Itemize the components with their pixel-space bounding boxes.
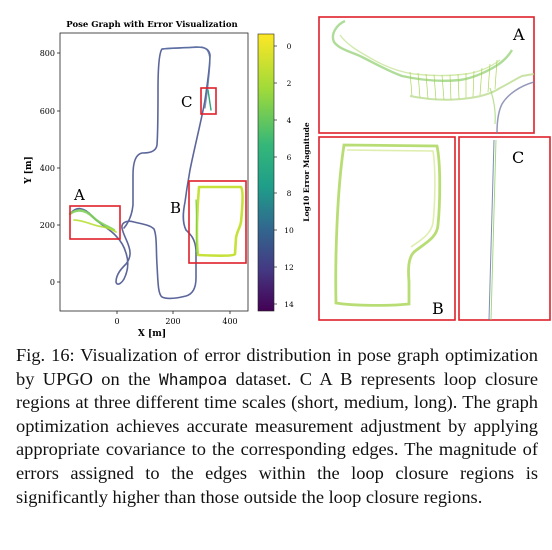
region-boxes (69, 87, 247, 264)
trajectory-a-loop (68, 209, 116, 232)
x-tick-label: 200 (165, 317, 180, 326)
colorbar-tick-label: 14 (284, 300, 294, 309)
inset-c-label: C (512, 148, 524, 167)
inset-a-track-inner (339, 34, 501, 77)
caption-text-after: dataset. C A B represents loop closure r… (16, 368, 538, 507)
inset-b: B (318, 136, 456, 321)
inset-b-label: B (432, 299, 444, 318)
figure-caption: Fig. 16: Visualization of error distribu… (16, 344, 538, 509)
region-label-b: B (170, 199, 181, 217)
y-tick-label: 600 (40, 107, 55, 116)
inset-b-loop (334, 143, 442, 307)
inset-a-exit-path-2 (489, 87, 496, 125)
inset-a-track (331, 19, 514, 82)
x-axis-label: X [m] (138, 329, 166, 339)
y-axis: 800 600 400 200 0 (40, 49, 60, 287)
inset-c-track-2 (490, 139, 497, 321)
inset-a-exit-path (496, 81, 535, 134)
inset-c-track (488, 139, 495, 321)
region-label-c: C (181, 93, 192, 111)
inset-a: A (318, 16, 535, 134)
caption-fig-label: Fig. 16: (16, 345, 75, 365)
trajectory-a-loop-inner (73, 219, 117, 233)
plot-title: Pose Graph with Error Visualization (66, 20, 237, 30)
colorbar-tick-label: 8 (287, 189, 292, 198)
colorbar-tick-label: 2 (287, 79, 292, 88)
caption-text-before: Visualization of error distribution in p… (16, 345, 538, 389)
plot-axes (59, 32, 249, 312)
inset-a-lower-track (409, 73, 535, 101)
region-box-b (188, 180, 247, 264)
y-axis-label: Y [m] (24, 156, 34, 185)
colorbar-ticks: 0 2 4 6 8 10 12 14 (274, 42, 294, 309)
inset-c-frame (458, 136, 551, 321)
region-label-a: A (73, 186, 85, 204)
y-tick-label: 800 (40, 49, 55, 58)
pose-graph-figure: Pose Graph with Error Visualization 800 … (24, 16, 551, 339)
y-tick-label: 0 (50, 278, 55, 287)
trajectory-b-link (195, 199, 198, 255)
colorbar-tick-label: 0 (287, 42, 292, 51)
colorbar-label: Log10 Error Magnitude (302, 122, 311, 222)
colorbar-tick-label: 6 (287, 153, 292, 162)
colorbar-tick-label: 4 (287, 116, 292, 125)
x-axis: 0 200 400 (114, 311, 238, 326)
trajectory (68, 46, 244, 300)
y-tick-label: 200 (40, 221, 55, 230)
inset-a-loop-edges (409, 59, 498, 101)
colorbar-tick-label: 12 (284, 263, 294, 272)
region-box-a (69, 205, 121, 240)
x-tick-label: 400 (222, 317, 237, 326)
trajectory-upper-segment (161, 46, 211, 109)
inset-b-loop-inner (346, 149, 436, 248)
caption-dataset-name: Whampoa (159, 369, 228, 389)
y-tick-label: 400 (40, 164, 55, 173)
x-tick-label: 0 (114, 317, 119, 326)
inset-a-label: A (512, 25, 525, 44)
inset-c: C (458, 136, 551, 321)
trajectory-c-segment (207, 89, 212, 111)
region-box-c (200, 87, 217, 115)
colorbar-tick-label: 10 (284, 226, 294, 235)
colorbar (257, 33, 275, 312)
trajectory-main-path (69, 46, 211, 300)
